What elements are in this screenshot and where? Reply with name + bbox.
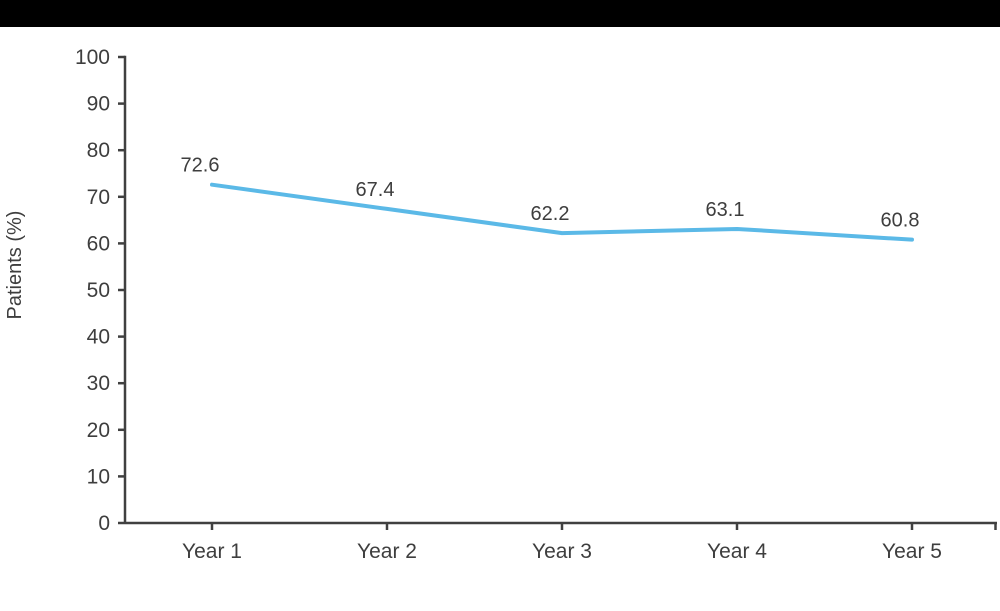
data-label: 72.6 <box>181 155 220 177</box>
x-axis-label: Year 3 <box>532 540 592 563</box>
x-axis-label: Year 1 <box>182 540 242 563</box>
y-tick-label: 50 <box>87 279 110 302</box>
y-tick-label: 20 <box>87 419 110 442</box>
x-axis-label: Year 4 <box>707 540 767 563</box>
data-line <box>210 182 914 242</box>
y-tick-label: 90 <box>87 93 110 116</box>
top-bar <box>0 0 1000 27</box>
y-tick-label: 0 <box>98 512 110 535</box>
y-tick-label: 30 <box>87 372 110 395</box>
y-tick-label: 100 <box>75 46 110 69</box>
y-tick-label: 70 <box>87 186 110 209</box>
x-axis-label: Year 2 <box>357 540 417 563</box>
y-axis-title: Patients (%) <box>4 211 26 320</box>
data-label: 67.4 <box>356 179 395 201</box>
data-label: 60.8 <box>881 210 920 232</box>
y-tick-label: 60 <box>87 232 110 255</box>
y-tick-label: 10 <box>87 465 110 488</box>
data-label: 62.2 <box>531 203 570 225</box>
y-tick-label: 40 <box>87 326 110 349</box>
y-tick-label: 80 <box>87 139 110 162</box>
x-axis-label: Year 5 <box>882 540 942 563</box>
data-label: 63.1 <box>706 199 745 221</box>
